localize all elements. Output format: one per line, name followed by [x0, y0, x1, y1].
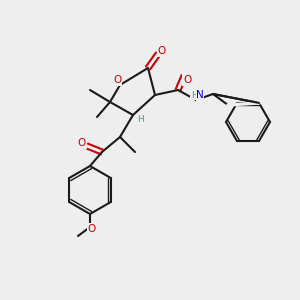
Text: O: O [113, 75, 121, 85]
Text: H: H [138, 115, 144, 124]
Text: O: O [183, 75, 191, 85]
Text: O: O [88, 224, 96, 234]
Text: N: N [196, 90, 204, 100]
Text: H: H [190, 91, 197, 100]
Text: O: O [78, 138, 86, 148]
Text: O: O [158, 46, 166, 56]
